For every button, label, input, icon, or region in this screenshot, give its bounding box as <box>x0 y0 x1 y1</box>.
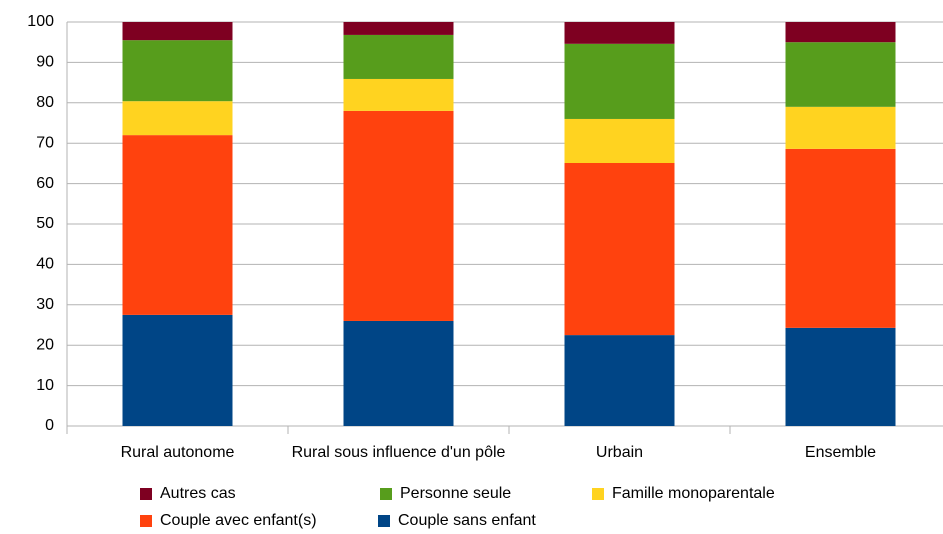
bar-segment <box>343 320 454 426</box>
bar-segment <box>785 106 896 149</box>
bar-segment <box>343 78 454 111</box>
y-tick-label: 90 <box>36 54 54 71</box>
y-tick-label: 0 <box>45 417 54 434</box>
bar-segment <box>122 314 233 426</box>
x-tick-label: Urbain <box>596 444 643 461</box>
y-tick-label: 80 <box>36 94 54 111</box>
bar-segment <box>343 34 454 79</box>
y-tick-label: 20 <box>36 336 54 353</box>
bar-segment <box>785 148 896 328</box>
bar-segment <box>122 22 233 41</box>
legend-swatch <box>140 515 152 527</box>
bar-segment <box>564 22 675 44</box>
legend-label: Couple sans enfant <box>398 512 536 529</box>
y-tick-label: 30 <box>36 296 54 313</box>
x-tick-label: Ensemble <box>805 444 876 461</box>
bar-segment <box>564 162 675 336</box>
legend-swatch <box>378 515 390 527</box>
bar-segment <box>122 101 233 136</box>
bar-segment <box>122 40 233 102</box>
bar-segment <box>343 110 454 321</box>
legend-label: Personne seule <box>400 485 511 502</box>
legend-swatch <box>380 488 392 500</box>
legend-label: Autres cas <box>160 485 236 502</box>
y-tick-label: 10 <box>36 377 54 394</box>
y-tick-label: 70 <box>36 134 54 151</box>
y-tick-label: 60 <box>36 175 54 192</box>
bar-segment <box>785 327 896 426</box>
bar-segment <box>343 22 454 35</box>
bar-segment <box>564 118 675 163</box>
legend-label: Couple avec enfant(s) <box>160 512 317 529</box>
bar-segment <box>564 43 675 119</box>
bar-segment <box>785 42 896 107</box>
bar-segment <box>785 22 896 43</box>
legend-label: Famille monoparentale <box>612 485 775 502</box>
legend-swatch <box>140 488 152 500</box>
y-tick-label: 100 <box>27 13 54 30</box>
y-tick-label: 50 <box>36 215 54 232</box>
y-tick-label: 40 <box>36 256 54 273</box>
bar-segment <box>122 135 233 315</box>
legend-swatch <box>592 488 604 500</box>
x-tick-label: Rural autonome <box>121 444 235 461</box>
bar-segment <box>564 335 675 426</box>
x-tick-label: Rural sous influence d'un pôle <box>292 444 506 461</box>
